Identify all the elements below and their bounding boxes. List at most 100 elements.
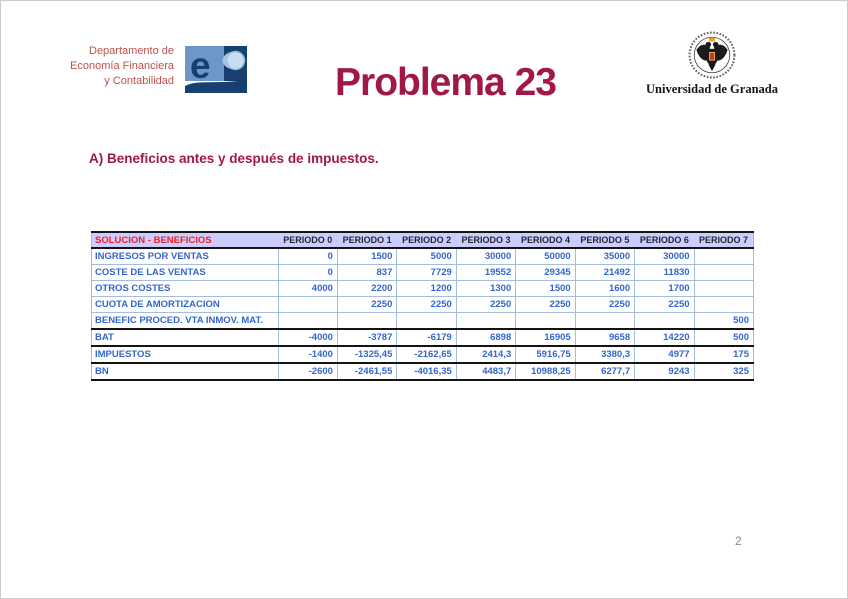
value-cell: 2250 [634, 296, 695, 313]
table-row: BN -2600 -2461,55 -4016,35 4483,7 10988,25 627… [91, 362, 755, 381]
university-logo-block: Universidad de Granada [643, 31, 781, 97]
value-cell: 2250 [336, 296, 398, 313]
table-row: BAT -4000 -3787 -6179 6898 16905 9658 14220 500 [91, 328, 755, 347]
section-heading: A) Beneficios antes y después de impuest… [89, 151, 379, 166]
table-header-periodo-7: PERIODO 7 [694, 232, 754, 249]
value-cell: 1500 [515, 280, 576, 297]
department-line-1: Departamento de [89, 45, 174, 57]
row-label-cell: BENEFIC PROCED. VTA INMOV. MAT. [91, 312, 279, 330]
value-cell: 500 [693, 312, 755, 330]
value-cell [396, 312, 457, 330]
value-cell: 6277,7 [574, 362, 636, 381]
value-cell: 175 [693, 345, 755, 364]
university-seal-icon [688, 31, 736, 79]
value-cell [693, 264, 755, 281]
value-cell [574, 312, 636, 330]
value-cell: 1600 [574, 280, 636, 297]
table-header-periodo-2: PERIODO 2 [396, 232, 457, 249]
value-cell: 16905 [515, 328, 576, 347]
value-cell: 9243 [634, 362, 695, 381]
value-cell: -2162,65 [396, 345, 457, 364]
value-cell [693, 280, 755, 297]
table-header-solucion: SOLUCION - BENEFICIOS [91, 232, 278, 249]
table-header-periodo-6: PERIODO 6 [634, 232, 695, 249]
value-cell: -4016,35 [396, 362, 457, 381]
department-line-2: Economía Financiera [70, 60, 174, 72]
table-header-periodo-4: PERIODO 4 [515, 232, 576, 249]
value-cell [693, 247, 755, 265]
table-row: IMPUESTOS -1400 -1325,45 -2162,65 2414,3 5916… [91, 345, 755, 364]
value-cell: 30000 [634, 247, 695, 265]
row-label-cell: BN [91, 362, 279, 381]
row-label-cell: INGRESOS POR VENTAS [91, 247, 279, 265]
value-cell: 1700 [634, 280, 695, 297]
value-cell: 1300 [455, 280, 517, 297]
value-cell: -2461,55 [336, 362, 398, 381]
row-label-cell: BAT [91, 328, 279, 347]
value-cell: 19552 [455, 264, 517, 281]
row-label-cell: IMPUESTOS [91, 345, 279, 364]
table-header-periodo-1: PERIODO 1 [337, 232, 397, 249]
value-cell [336, 312, 398, 330]
value-cell: 30000 [455, 247, 517, 265]
table-header-periodo-0: PERIODO 0 [278, 232, 338, 249]
table-row: CUOTA DE AMORTIZACION 2250 2250 2250 2250 225… [91, 296, 755, 313]
value-cell: 11830 [634, 264, 695, 281]
page-title: Problema 23 [335, 61, 557, 104]
value-cell: -2600 [277, 362, 338, 381]
value-cell: 0 [277, 247, 338, 265]
department-name-block: Departamento de Economía Financiera y Co… [29, 44, 174, 89]
value-cell: 4977 [634, 345, 695, 364]
table-row: COSTE DE LAS VENTAS 0 837 7729 19552 29345 214… [91, 264, 755, 281]
value-cell: -3787 [336, 328, 398, 347]
value-cell [515, 312, 576, 330]
university-name: Universidad de Granada [646, 82, 778, 96]
value-cell [277, 312, 338, 330]
value-cell: -4000 [277, 328, 338, 347]
value-cell: 2250 [396, 296, 457, 313]
value-cell: 837 [336, 264, 398, 281]
table-header-periodo-5: PERIODO 5 [575, 232, 635, 249]
value-cell: -1400 [277, 345, 338, 364]
table-row: OTROS COSTES 4000 2200 1200 1300 1500 1600 1700 [91, 280, 755, 297]
value-cell: 9658 [574, 328, 636, 347]
value-cell: 5000 [396, 247, 457, 265]
value-cell: 5916,75 [515, 345, 576, 364]
value-cell: -6179 [396, 328, 457, 347]
value-cell: 10988,25 [515, 362, 576, 381]
value-cell: 35000 [574, 247, 636, 265]
value-cell: 2200 [336, 280, 398, 297]
value-cell: 2250 [574, 296, 636, 313]
page-number: 2 [735, 534, 742, 548]
table-body: INGRESOS POR VENTAS 0 1500 5000 30000 50000 35… [91, 247, 755, 381]
value-cell [455, 312, 517, 330]
row-label-cell: OTROS COSTES [91, 280, 279, 297]
value-cell: 50000 [515, 247, 576, 265]
value-cell: 4483,7 [455, 362, 517, 381]
value-cell: 4000 [277, 280, 338, 297]
row-label-cell: CUOTA DE AMORTIZACION [91, 296, 279, 313]
value-cell: 325 [693, 362, 755, 381]
value-cell: 0 [277, 264, 338, 281]
table-row: BENEFIC PROCED. VTA INMOV. MAT. 500 [91, 312, 755, 330]
table-row: INGRESOS POR VENTAS 0 1500 5000 30000 50000 35… [91, 247, 755, 265]
value-cell: 3380,3 [574, 345, 636, 364]
svg-text:e: e [190, 46, 211, 86]
value-cell [693, 296, 755, 313]
value-cell: 7729 [396, 264, 457, 281]
value-cell: 2250 [455, 296, 517, 313]
value-cell: 1500 [336, 247, 398, 265]
department-logo-icon: e [185, 46, 247, 93]
value-cell: 6898 [455, 328, 517, 347]
value-cell: -1325,45 [336, 345, 398, 364]
table-header-periodo-3: PERIODO 3 [456, 232, 516, 249]
value-cell: 2414,3 [455, 345, 517, 364]
value-cell [277, 296, 338, 313]
value-cell: 14220 [634, 328, 695, 347]
row-label-cell: COSTE DE LAS VENTAS [91, 264, 279, 281]
value-cell: 21492 [574, 264, 636, 281]
